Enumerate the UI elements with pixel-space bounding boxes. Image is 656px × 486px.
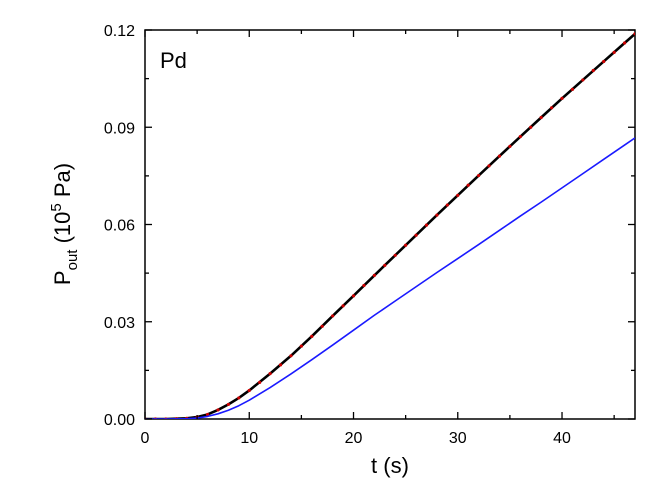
y-axis-title-base: P xyxy=(50,270,75,285)
y-axis-title-superscript: 5 xyxy=(48,203,65,211)
y-tick-label: 0.09 xyxy=(104,120,135,137)
data-point xyxy=(477,173,481,178)
x-axis-title: t (s) xyxy=(371,453,409,478)
x-tick-label: 10 xyxy=(240,430,258,447)
data-point xyxy=(581,78,585,82)
plot-frame xyxy=(144,29,636,420)
data-point xyxy=(602,59,606,64)
y-axis-title-unit-open: (10 xyxy=(50,212,75,250)
data-point xyxy=(258,380,262,384)
data-point xyxy=(560,96,564,100)
data-point xyxy=(372,273,376,277)
x-tick-label: 40 xyxy=(553,430,571,447)
data-point xyxy=(216,408,220,412)
data-point xyxy=(268,372,272,376)
data-point xyxy=(362,283,366,288)
data-point xyxy=(393,253,397,257)
data-point xyxy=(237,396,241,400)
data-point xyxy=(549,106,554,110)
data-point xyxy=(383,263,387,267)
y-tick-label: 0.12 xyxy=(104,23,135,40)
data-point xyxy=(299,344,303,348)
data-point xyxy=(456,193,460,197)
y-tick-label: 0.06 xyxy=(104,218,135,235)
data-point xyxy=(466,183,470,187)
data-point xyxy=(612,50,616,54)
data-point xyxy=(351,294,356,298)
x-tick-label: 20 xyxy=(345,430,363,447)
x-tick-label: 0 xyxy=(141,430,150,447)
ticks-layer: 0 10 20 30 40 0.00 0.03 0.06 0.09 0.12 xyxy=(104,23,635,447)
data-point xyxy=(591,68,595,73)
data-point xyxy=(226,402,231,407)
x-tick-label: 30 xyxy=(449,430,467,447)
data-point xyxy=(529,125,533,129)
y-tick-label: 0.00 xyxy=(104,412,135,429)
data-point xyxy=(497,154,502,158)
data-point xyxy=(247,388,251,393)
data-point xyxy=(205,412,210,417)
data-point xyxy=(414,233,418,237)
data-point xyxy=(320,324,324,328)
data-point xyxy=(341,304,345,308)
data-point xyxy=(404,243,408,247)
series-layer xyxy=(145,32,635,419)
y-tick-label: 0.03 xyxy=(104,315,135,332)
data-point xyxy=(445,203,449,207)
data-point xyxy=(487,164,491,168)
y-axis-title: Pout (105 Pa) xyxy=(48,163,81,285)
data-point xyxy=(570,87,575,91)
data-point xyxy=(508,144,512,148)
y-axis-title-unit-close: Pa) xyxy=(50,163,75,203)
series-line-0 xyxy=(145,32,635,419)
series-line-2 xyxy=(145,137,635,419)
data-point xyxy=(539,115,543,120)
data-point xyxy=(633,32,635,36)
data-point xyxy=(424,223,429,227)
data-point xyxy=(289,354,293,358)
panel-label: Pd xyxy=(160,48,187,73)
y-axis-title-subscript: out xyxy=(64,249,81,271)
data-point xyxy=(622,41,627,45)
data-point xyxy=(310,334,314,338)
data-point xyxy=(331,314,335,318)
data-point xyxy=(518,135,522,139)
data-point xyxy=(278,363,283,367)
data-point xyxy=(435,213,439,217)
